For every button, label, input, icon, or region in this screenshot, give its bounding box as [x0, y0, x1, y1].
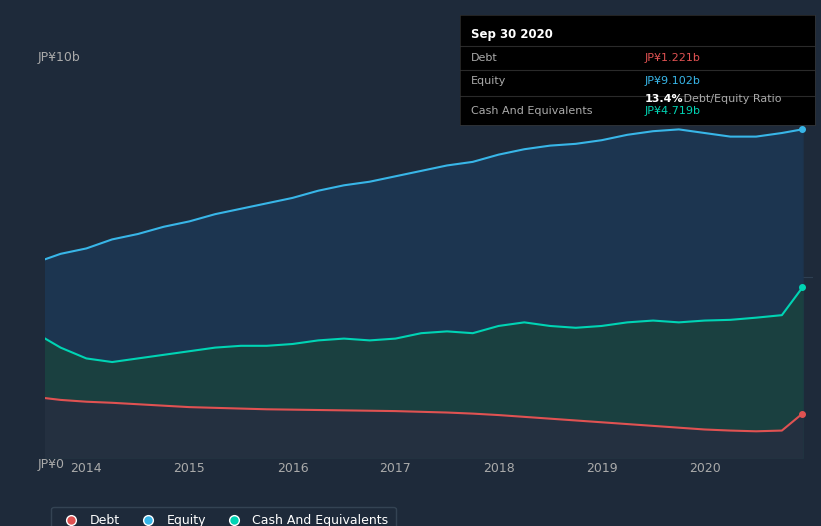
Text: Sep 30 2020: Sep 30 2020	[470, 28, 553, 41]
Text: Debt/Equity Ratio: Debt/Equity Ratio	[680, 94, 782, 104]
Text: Equity: Equity	[470, 76, 506, 86]
Text: JP¥9.102b: JP¥9.102b	[644, 76, 700, 86]
Text: Cash And Equivalents: Cash And Equivalents	[470, 106, 592, 116]
Text: JP¥1.221b: JP¥1.221b	[644, 53, 700, 63]
Legend: Debt, Equity, Cash And Equivalents: Debt, Equity, Cash And Equivalents	[52, 507, 396, 526]
Text: JP¥10b: JP¥10b	[38, 50, 80, 64]
Text: JP¥4.719b: JP¥4.719b	[644, 106, 700, 116]
Text: JP¥0: JP¥0	[38, 458, 65, 471]
Text: 13.4%: 13.4%	[644, 94, 683, 104]
Text: Debt: Debt	[470, 53, 498, 63]
